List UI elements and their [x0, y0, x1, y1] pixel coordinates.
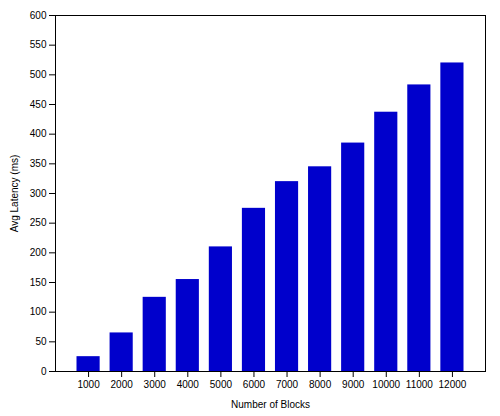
svg-text:600: 600 — [30, 10, 47, 21]
svg-text:450: 450 — [30, 99, 47, 110]
svg-text:500: 500 — [30, 69, 47, 80]
svg-text:8000: 8000 — [309, 379, 332, 390]
svg-text:300: 300 — [30, 188, 47, 199]
svg-text:Number of Blocks: Number of Blocks — [231, 399, 310, 410]
svg-text:12000: 12000 — [439, 379, 467, 390]
svg-text:6000: 6000 — [243, 379, 266, 390]
svg-text:550: 550 — [30, 39, 47, 50]
svg-text:100: 100 — [30, 306, 47, 317]
svg-text:2000: 2000 — [111, 379, 134, 390]
svg-text:3000: 3000 — [144, 379, 167, 390]
svg-text:50: 50 — [35, 336, 47, 347]
svg-text:150: 150 — [30, 277, 47, 288]
svg-text:200: 200 — [30, 247, 47, 258]
svg-text:7000: 7000 — [276, 379, 299, 390]
svg-text:0: 0 — [41, 366, 47, 377]
svg-text:400: 400 — [30, 128, 47, 139]
svg-text:4000: 4000 — [177, 379, 200, 390]
svg-text:250: 250 — [30, 217, 47, 228]
svg-text:5000: 5000 — [210, 379, 233, 390]
svg-text:9000: 9000 — [342, 379, 365, 390]
svg-text:Avg Latency (ms): Avg Latency (ms) — [9, 155, 20, 233]
svg-text:10000: 10000 — [372, 379, 400, 390]
svg-text:1000: 1000 — [77, 379, 100, 390]
svg-text:350: 350 — [30, 158, 47, 169]
svg-text:11000: 11000 — [406, 379, 434, 390]
